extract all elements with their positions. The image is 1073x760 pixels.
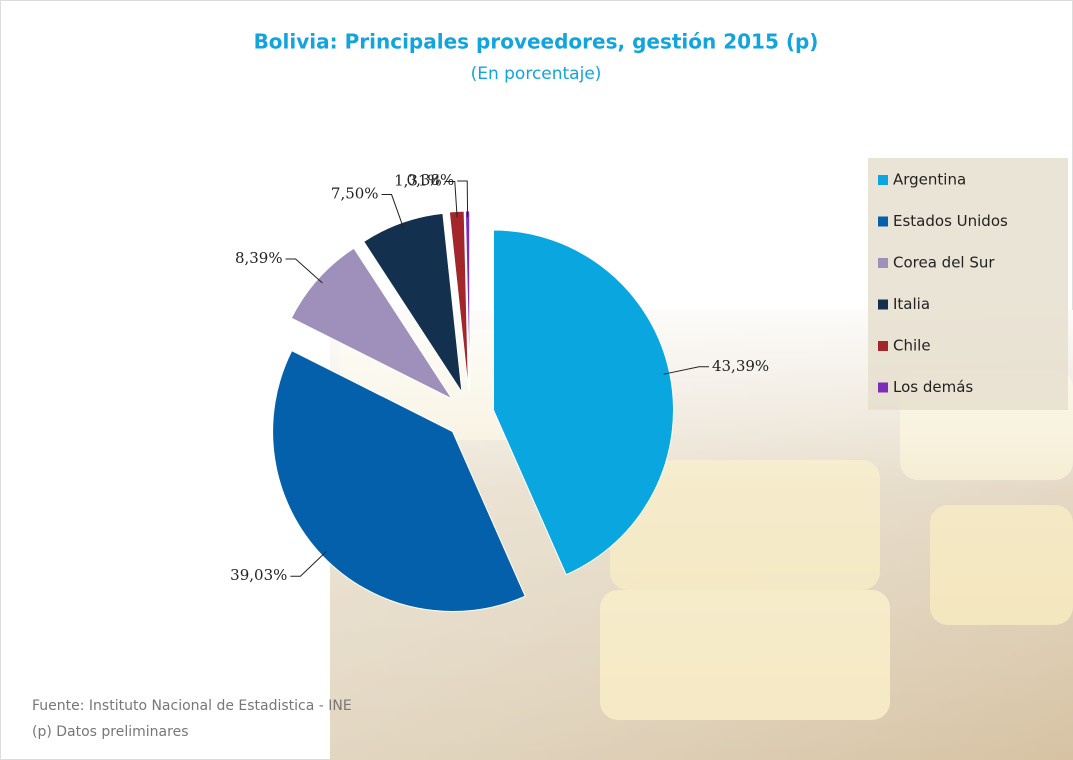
value-label: 8,39%	[235, 249, 283, 267]
value-label: 0,38%	[407, 171, 455, 189]
leader-line	[663, 366, 709, 375]
prelim-note: (p) Datos preliminares	[32, 724, 188, 740]
leader-line	[444, 180, 458, 218]
legend-swatch	[878, 382, 888, 393]
leader-line	[381, 194, 405, 229]
leader-line	[290, 551, 327, 577]
legend-label: Argentina	[893, 171, 966, 189]
leader-line	[457, 180, 469, 218]
value-label: 39,03%	[230, 566, 287, 584]
legend-label: Chile	[893, 337, 931, 355]
chart-title: Bolivia: Principales proveedores, gestió…	[254, 30, 819, 54]
background-photo	[330, 310, 1073, 760]
legend-label: Corea del Sur	[893, 254, 995, 272]
legend-swatch	[878, 299, 888, 310]
legend-swatch	[878, 175, 888, 185]
value-label: 7,50%	[331, 185, 379, 203]
legend-swatch	[878, 216, 888, 227]
value-label: 43,39%	[712, 357, 769, 375]
value-label: 1,31%	[394, 171, 442, 189]
leader-line	[285, 258, 323, 284]
legend-label: Estados Unidos	[893, 212, 1008, 230]
legend-label: Los demás	[893, 378, 973, 396]
legend-box	[868, 158, 1068, 410]
legend-swatch	[878, 258, 888, 268]
legend-swatch	[878, 341, 888, 351]
source-note: Fuente: Instituto Nacional de Estadistic…	[32, 698, 352, 714]
legend-label: Italia	[893, 295, 930, 313]
chart-subtitle: (En porcentaje)	[471, 64, 602, 84]
